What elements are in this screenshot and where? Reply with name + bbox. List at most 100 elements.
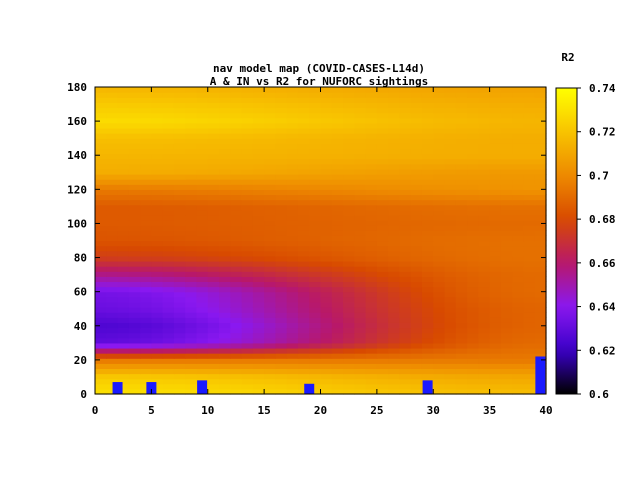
heatmap-cell <box>309 322 322 329</box>
heatmap-cell <box>512 276 525 283</box>
heatmap-cell <box>286 220 299 226</box>
heatmap-cell <box>297 214 310 221</box>
heatmap-cell <box>286 337 299 344</box>
heatmap-cell <box>275 378 288 385</box>
heatmap-cell <box>151 296 164 303</box>
heatmap-cell <box>196 230 209 236</box>
heatmap-cell <box>275 153 288 160</box>
heatmap-cell <box>241 127 254 134</box>
heatmap-cell <box>320 133 333 139</box>
heatmap-cell <box>512 373 525 380</box>
heatmap-cell <box>128 276 141 283</box>
heatmap-cell <box>410 117 423 124</box>
heatmap-cell <box>489 184 502 190</box>
heatmap-cell <box>455 194 468 201</box>
heatmap-cell <box>128 122 141 129</box>
heatmap-cell <box>523 209 536 216</box>
heatmap-cell <box>467 92 479 98</box>
heatmap-cell <box>354 383 367 390</box>
heatmap-cell <box>455 92 468 98</box>
heatmap-cell <box>455 204 468 211</box>
heatmap-cell <box>275 358 288 364</box>
heatmap-cell <box>151 102 164 109</box>
heatmap-cell <box>523 179 536 185</box>
heatmap-cell <box>140 322 152 329</box>
heatmap-cell <box>534 189 547 196</box>
heatmap-cell <box>185 153 198 160</box>
heatmap-cell <box>207 199 220 206</box>
heatmap-cell <box>309 388 322 395</box>
heatmap-cell <box>185 184 198 190</box>
heatmap-cell <box>376 240 389 247</box>
heatmap-cell <box>140 240 152 247</box>
heatmap-cell <box>478 225 491 231</box>
heatmap-cell <box>467 245 479 252</box>
heatmap-cell <box>264 363 276 370</box>
heatmap-cell <box>106 214 119 221</box>
heatmap-cell <box>320 112 333 119</box>
heatmap-cell <box>207 266 220 272</box>
heatmap-cell <box>140 230 152 236</box>
heatmap-cell <box>117 225 130 231</box>
heatmap-cell <box>354 337 367 344</box>
heatmap-cell <box>410 163 423 170</box>
heatmap-cell <box>455 184 468 190</box>
heatmap-cell <box>320 194 333 201</box>
heatmap-cell <box>512 260 525 267</box>
x-tick-label: 35 <box>483 404 496 417</box>
heatmap-cell <box>140 296 152 303</box>
heatmap-cell <box>230 97 243 103</box>
heatmap-cell <box>140 158 152 165</box>
heatmap-cell <box>478 291 491 298</box>
heatmap-cell <box>388 337 401 344</box>
heatmap-cell <box>297 199 310 206</box>
heatmap-cell <box>252 127 265 134</box>
heatmap-cell <box>376 388 389 395</box>
heatmap-cell <box>309 312 322 318</box>
heatmap-cell <box>309 317 322 323</box>
heatmap-cell <box>467 122 479 129</box>
heatmap-cell <box>331 245 344 252</box>
heatmap-cell <box>196 301 209 308</box>
heatmap-cell <box>241 97 254 103</box>
heatmap-cell <box>140 276 152 283</box>
heatmap-cell <box>140 255 152 262</box>
heatmap-cell <box>534 317 547 323</box>
heatmap-cell <box>478 87 491 93</box>
heatmap-cell <box>523 138 536 144</box>
heatmap-cell <box>467 225 479 231</box>
heatmap-cell <box>365 87 378 93</box>
heatmap-cell <box>410 127 423 134</box>
heatmap-cell <box>331 143 344 149</box>
heatmap-cell <box>140 337 152 344</box>
heatmap-cell <box>444 260 457 267</box>
heatmap-cell <box>185 220 198 226</box>
heatmap-cell <box>275 286 288 293</box>
heatmap-cell <box>410 373 423 380</box>
heatmap-cell <box>95 271 107 277</box>
heatmap-cell <box>230 230 243 236</box>
heatmap-cell <box>376 225 389 231</box>
heatmap-cell <box>467 291 479 298</box>
heatmap-cell <box>444 194 457 201</box>
heatmap-cell <box>500 127 513 134</box>
heatmap-cell <box>523 260 536 267</box>
heatmap-cell <box>140 127 152 134</box>
heatmap-cell <box>196 158 209 165</box>
heatmap-cell <box>264 189 276 196</box>
heatmap-cell <box>331 301 344 308</box>
heatmap-cell <box>162 378 175 385</box>
heatmap-cell <box>421 194 434 201</box>
heatmap-cell <box>444 317 457 323</box>
heatmap-cell <box>523 189 536 196</box>
heatmap-cell <box>275 383 288 390</box>
heatmap-cell <box>252 163 265 170</box>
colorbar-tick-label: 0.62 <box>589 344 616 357</box>
heatmap-cell <box>512 388 525 395</box>
heatmap-cell <box>173 271 186 277</box>
heatmap-cell <box>162 363 175 370</box>
heatmap-cell <box>320 358 333 364</box>
heatmap-cell <box>399 291 412 298</box>
heatmap-cell <box>433 337 446 344</box>
heatmap-cell <box>117 260 130 267</box>
